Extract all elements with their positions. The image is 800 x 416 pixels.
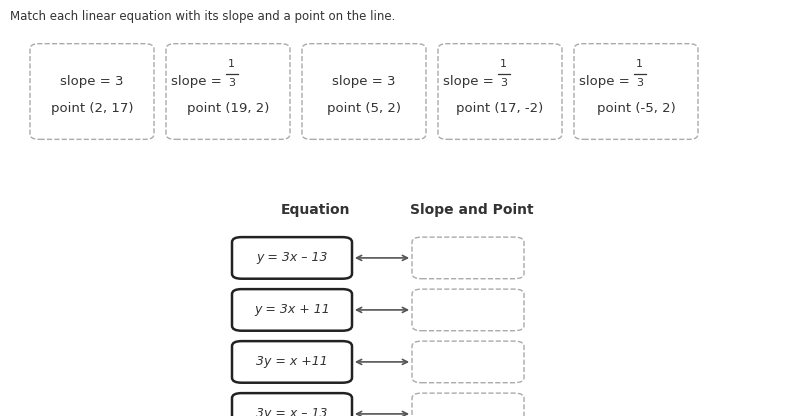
Text: slope =: slope = [171,74,226,88]
Text: point (5, 2): point (5, 2) [327,102,401,115]
Text: 1: 1 [636,59,642,69]
Text: slope =: slope = [443,74,498,88]
Text: y = 3x – 13: y = 3x – 13 [256,251,328,265]
Text: 3y = x +11: 3y = x +11 [256,355,328,369]
Text: slope = 3: slope = 3 [60,74,124,88]
FancyBboxPatch shape [412,341,524,383]
Text: point (19, 2): point (19, 2) [187,102,269,115]
Text: point (-5, 2): point (-5, 2) [597,102,675,115]
Text: y = 3x + 11: y = 3x + 11 [254,303,330,317]
Text: 3: 3 [636,78,642,88]
Text: Slope and Point: Slope and Point [410,203,534,217]
FancyBboxPatch shape [438,44,562,139]
Text: point (17, -2): point (17, -2) [456,102,544,115]
FancyBboxPatch shape [232,341,352,383]
FancyBboxPatch shape [412,289,524,331]
FancyBboxPatch shape [232,393,352,416]
FancyBboxPatch shape [302,44,426,139]
Text: 3y = x – 13: 3y = x – 13 [256,407,328,416]
Text: slope = 3: slope = 3 [332,74,396,88]
FancyBboxPatch shape [232,237,352,279]
Text: 3: 3 [500,78,506,88]
FancyBboxPatch shape [30,44,154,139]
FancyBboxPatch shape [574,44,698,139]
FancyBboxPatch shape [412,393,524,416]
Text: slope =: slope = [579,74,634,88]
Text: Match each linear equation with its slope and a point on the line.: Match each linear equation with its slop… [10,10,395,23]
Text: 3: 3 [228,78,234,88]
FancyBboxPatch shape [412,237,524,279]
Text: Equation: Equation [282,203,350,217]
Text: 1: 1 [228,59,234,69]
Text: point (2, 17): point (2, 17) [50,102,134,115]
Text: 1: 1 [500,59,506,69]
FancyBboxPatch shape [232,289,352,331]
FancyBboxPatch shape [166,44,290,139]
